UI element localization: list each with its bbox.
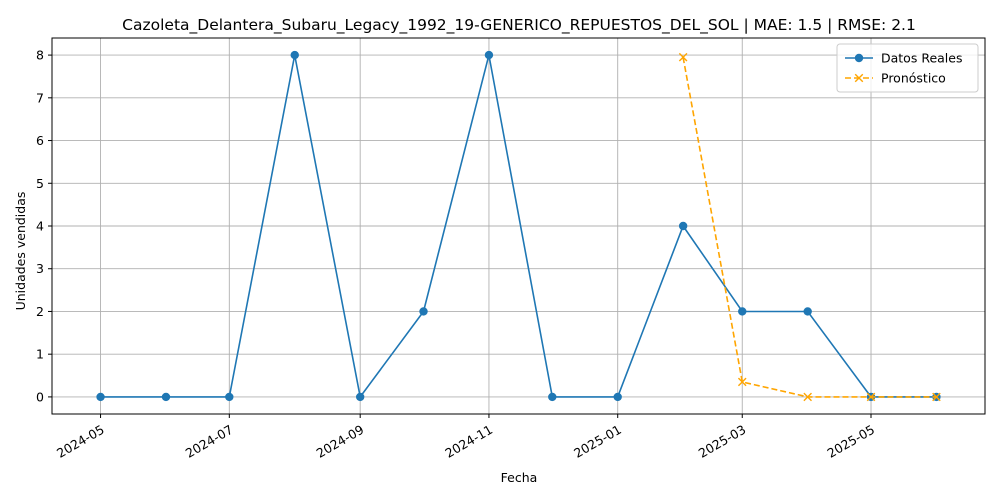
data-point-stroke [737,377,747,387]
y-tick-label: 0 [36,389,44,404]
grid [52,38,985,414]
x-tick-label: 2025-05 [824,422,877,461]
data-point [290,50,299,60]
y-tick-label: 2 [36,304,44,319]
y-tick-label: 6 [36,133,44,148]
chart-title: Cazoleta_Delantera_Subaru_Legacy_1992_19… [122,16,916,35]
data-point-stroke [866,392,876,402]
data-point [803,307,812,316]
y-axis-label: Unidades vendidas [13,192,28,311]
legend-label: Datos Reales [881,51,962,66]
y-tick-label: 1 [36,347,44,362]
series-line [682,57,937,398]
y-tick-label: 7 [36,90,44,105]
x-axis-label: Fecha [501,470,538,485]
data-point [355,392,365,402]
data-point [678,52,688,62]
data-point [161,392,171,402]
y-tick-label: 4 [36,219,44,234]
data-point [737,377,747,387]
x-tick-label: 2025-01 [571,422,624,461]
data-point [866,392,876,402]
data-point-stroke [803,392,812,402]
data-point-stroke [854,73,864,83]
data-point [96,392,105,402]
x-tick-label: 2024-09 [314,422,367,461]
data-point [932,392,941,402]
data-point [803,392,812,402]
y-tick-label: 8 [36,48,44,63]
legend-box [836,43,979,93]
legend-label: Pronóstico [881,71,946,86]
data-point [613,392,622,402]
series-line [100,54,937,399]
data-point [419,307,428,316]
x-axis: 2024-05 2024-07 2024-09 2024-11 2025-01 2025-… [54,414,877,461]
legend: Datos Reales Pronóstico [836,43,979,93]
series-layer [96,50,941,402]
data-point [738,307,747,316]
series-1 [678,52,941,402]
data-point [548,392,557,402]
y-axis: 0 1 2 3 4 5 6 7 8 [36,48,52,404]
x-tick-label: 2024-07 [183,422,236,461]
data-point-stroke [932,392,941,402]
data-point-stroke [678,52,688,62]
data-point [484,50,494,60]
y-tick-label: 3 [36,261,44,276]
y-tick-label: 5 [36,176,44,191]
x-tick-label: 2025-03 [696,422,749,461]
x-tick-label: 2024-05 [54,422,107,461]
data-point [854,53,864,63]
data-point [854,73,864,83]
data-point [225,392,234,402]
x-tick-label: 2024-11 [442,422,495,461]
data-point [678,221,688,231]
